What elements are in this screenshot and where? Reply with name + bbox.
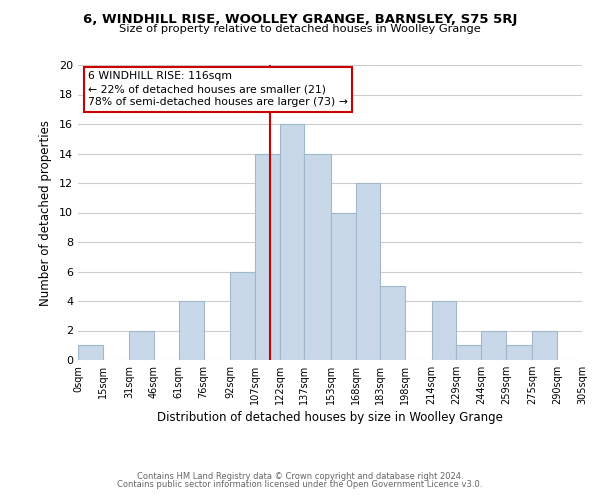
Bar [431, 301, 457, 360]
Text: Contains public sector information licensed under the Open Government Licence v3: Contains public sector information licen… [118, 480, 482, 489]
Text: 6 WINDHILL RISE: 116sqm
← 22% of detached houses are smaller (21)
78% of semi-de: 6 WINDHILL RISE: 116sqm ← 22% of detache… [88, 71, 348, 108]
Bar [532, 330, 557, 360]
Y-axis label: Number of detached properties: Number of detached properties [39, 120, 52, 306]
Bar [129, 330, 154, 360]
X-axis label: Distribution of detached houses by size in Woolley Grange: Distribution of detached houses by size … [157, 412, 503, 424]
Bar [78, 345, 103, 360]
Bar [230, 272, 255, 360]
Text: 6, WINDHILL RISE, WOOLLEY GRANGE, BARNSLEY, S75 5RJ: 6, WINDHILL RISE, WOOLLEY GRANGE, BARNSL… [83, 12, 517, 26]
Bar [179, 301, 203, 360]
Bar [356, 183, 380, 360]
Bar [255, 154, 280, 360]
Bar [280, 124, 304, 360]
Bar [506, 345, 532, 360]
Bar [481, 330, 506, 360]
Text: Contains HM Land Registry data © Crown copyright and database right 2024.: Contains HM Land Registry data © Crown c… [137, 472, 463, 481]
Bar [331, 212, 356, 360]
Bar [304, 154, 331, 360]
Bar [380, 286, 405, 360]
Text: Size of property relative to detached houses in Woolley Grange: Size of property relative to detached ho… [119, 24, 481, 34]
Bar [457, 345, 481, 360]
